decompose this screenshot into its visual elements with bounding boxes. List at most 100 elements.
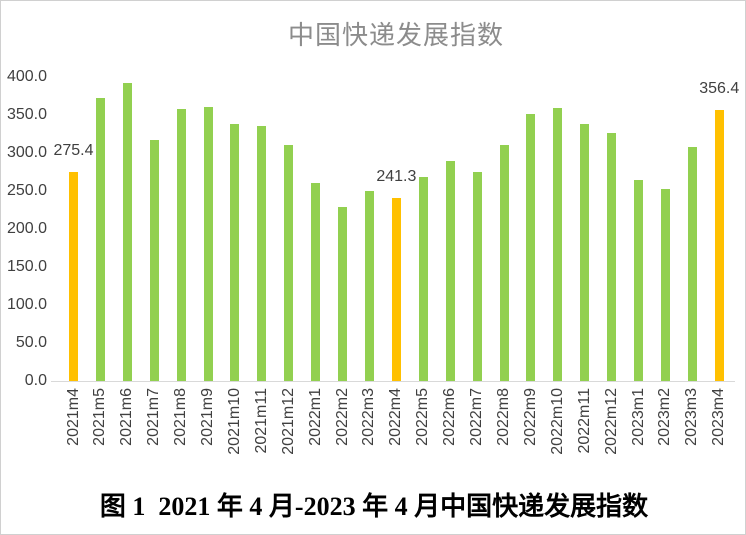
bar-rect	[526, 113, 536, 381]
bar-2022m11	[580, 77, 590, 381]
y-tick-label: 50.0	[15, 334, 47, 351]
bar-2021m4: 275.4	[53, 77, 94, 381]
y-tick-label: 100.0	[6, 296, 47, 313]
bar-2022m10	[553, 77, 563, 381]
bar-2021m12	[284, 77, 294, 381]
figure-caption: 图 1 2021 年 4 月-2023 年 4 月中国快递发展指数	[99, 492, 649, 521]
bar-rect	[69, 171, 78, 381]
y-tick-label: 400.0	[6, 68, 47, 85]
y-tick-label: 350.0	[6, 106, 47, 123]
x-tick-2022m8: 2022m8	[495, 388, 512, 468]
bar-2022m1	[311, 77, 321, 381]
x-tick-label: 2022m7	[468, 388, 486, 446]
y-tick-label: 200.0	[6, 220, 47, 237]
x-tick-label: 2021m7	[145, 388, 163, 446]
bar-2021m11	[257, 77, 267, 381]
x-tick-2023m3: 2023m3	[683, 388, 700, 468]
x-tick-2021m10: 2021m10	[226, 388, 243, 468]
bar-rect	[391, 197, 401, 381]
bar-rect	[472, 172, 482, 381]
bar-rect	[311, 183, 321, 381]
bar-rect	[660, 188, 670, 381]
chart-title: 中国快递发展指数	[287, 20, 504, 50]
bar-rect	[607, 132, 617, 381]
bar-rect	[445, 161, 455, 381]
bar-2021m6	[122, 77, 132, 381]
bar-2021m10	[230, 77, 240, 381]
x-tick-2022m11: 2022m11	[576, 388, 593, 468]
bar-data-label: 356.4	[699, 80, 740, 98]
x-tick-2022m5: 2022m5	[414, 388, 431, 468]
bar-rect	[257, 126, 267, 381]
x-tick-label: 2023m2	[656, 388, 674, 446]
bar-rect	[122, 83, 132, 381]
x-tick-2022m3: 2022m3	[360, 388, 377, 468]
x-tick-2021m6: 2021m6	[118, 388, 135, 468]
x-axis: 2021m4 2021m5 2021m6 2021m7 2021m8 2021m9 2021…	[57, 388, 735, 468]
x-tick-2021m5: 2021m5	[91, 388, 108, 468]
bar-rect	[149, 140, 159, 381]
x-tick-label: 2022m1	[306, 388, 324, 446]
x-tick-label: 2022m6	[441, 388, 459, 446]
x-tick-2021m12: 2021m12	[280, 388, 297, 468]
bar-2022m12	[607, 77, 617, 381]
bar-2022m4: 241.3	[376, 77, 416, 381]
x-tick-label: 2022m2	[333, 388, 351, 446]
bar-2022m7	[472, 77, 482, 381]
bar-2021m7	[149, 77, 159, 381]
x-tick-2021m9: 2021m9	[199, 388, 216, 468]
bar-2023m2	[660, 77, 670, 381]
bar-2021m5	[95, 77, 105, 381]
x-tick-label: 2023m3	[683, 388, 701, 446]
x-tick-2022m4: 2022m4	[387, 388, 404, 468]
bar-2022m3	[364, 77, 374, 381]
bar-rect	[284, 144, 294, 381]
x-axis-line	[51, 381, 735, 382]
x-tick-label: 2022m10	[548, 388, 566, 455]
bar-rect	[580, 124, 590, 381]
x-tick-label: 2022m12	[602, 388, 620, 455]
bar-2023m1	[634, 77, 644, 381]
bar-2023m4: 356.4	[699, 77, 739, 381]
y-tick-label: 250.0	[6, 182, 47, 199]
bar-rect	[418, 177, 428, 381]
bar-rect	[203, 107, 213, 381]
bar-2022m6	[445, 77, 455, 381]
x-tick-label: 2021m10	[225, 388, 243, 455]
x-tick-label: 2021m4	[64, 388, 82, 446]
bar-rect	[714, 110, 724, 381]
bar-data-label: 275.4	[53, 141, 94, 159]
bar-2022m2	[338, 77, 348, 381]
x-tick-2022m1: 2022m1	[307, 388, 324, 468]
x-tick-2022m6: 2022m6	[441, 388, 458, 468]
x-tick-2022m12: 2022m12	[603, 388, 620, 468]
bar-2023m3	[687, 77, 697, 381]
bar-rect	[687, 146, 697, 381]
x-tick-2021m8: 2021m8	[172, 388, 189, 468]
bar-rect	[499, 145, 509, 381]
bar-2021m8	[176, 77, 186, 381]
x-tick-label: 2022m3	[360, 388, 378, 446]
bar-2021m9	[203, 77, 213, 381]
y-axis: 400.0 350.0 300.0 250.0 200.0 150.0 100.0 50.0 0…	[1, 1, 47, 401]
x-tick-2021m4: 2021m4	[65, 388, 82, 468]
plot-area: 275.4 241.3 356.4	[53, 77, 739, 381]
x-tick-label: 2021m12	[279, 388, 297, 455]
x-tick-label: 2022m11	[575, 388, 593, 454]
x-tick-2023m2: 2023m2	[656, 388, 673, 468]
x-tick-2022m9: 2022m9	[522, 388, 539, 468]
bar-rect	[364, 191, 374, 381]
x-tick-2021m11: 2021m11	[253, 388, 270, 468]
x-tick-label: 2021m11	[252, 388, 270, 454]
x-tick-label: 2021m9	[199, 388, 217, 446]
x-tick-label: 2023m1	[629, 388, 647, 446]
y-tick-label: 150.0	[6, 258, 47, 275]
bar-rect	[553, 108, 563, 381]
bar-2022m9	[526, 77, 536, 381]
x-tick-label: 2022m5	[414, 388, 432, 446]
x-tick-label: 2023m4	[710, 388, 728, 446]
x-tick-2022m10: 2022m10	[549, 388, 566, 468]
x-tick-2023m4: 2023m4	[710, 388, 727, 468]
bar-rect	[176, 108, 186, 381]
x-tick-label: 2021m5	[91, 388, 109, 446]
